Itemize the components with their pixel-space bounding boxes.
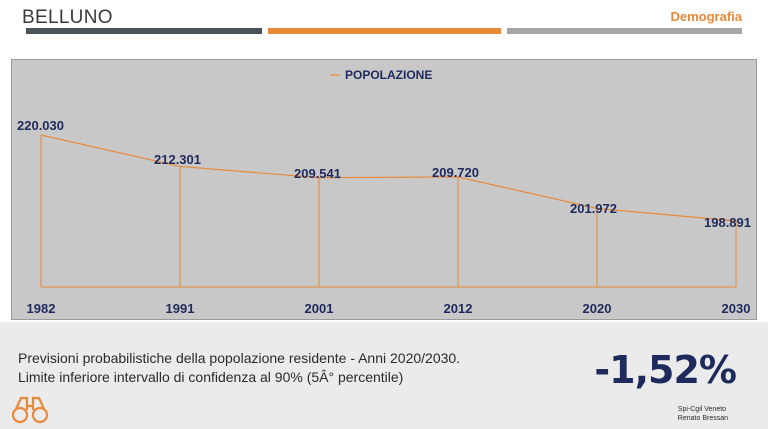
- x-tick-label: 2030: [722, 301, 751, 316]
- chart-caption: Previsioni probabilistiche della popolaz…: [18, 349, 460, 387]
- x-tick-label: 1991: [166, 301, 195, 316]
- footer-panel: [0, 322, 768, 429]
- data-label: 198.891: [704, 215, 751, 230]
- x-tick-label: 2012: [444, 301, 473, 316]
- section-label: Demografia: [670, 9, 742, 24]
- binoculars-icon: [11, 396, 49, 424]
- population-chart: 220.030 212.301 209.541 209.720 201.972 198.8…: [17, 68, 751, 316]
- caption-line-1: Previsioni probabilistiche della popolaz…: [18, 350, 461, 366]
- data-label: 209.541: [294, 166, 341, 181]
- header-bar-dark: [26, 28, 262, 34]
- x-tick-label: 1982: [27, 301, 56, 316]
- caption-line-2: Limite inferiore intervallo di confidenz…: [18, 369, 404, 385]
- series-line: [40, 134, 737, 222]
- header-bar-gray: [507, 28, 742, 34]
- header-bar-orange: [268, 28, 501, 34]
- data-label: 201.972: [570, 201, 617, 216]
- legend-label: POPOLAZIONE: [345, 68, 432, 82]
- data-label: 209.720: [432, 165, 479, 180]
- x-tick-label: 2020: [583, 301, 612, 316]
- credit: Spi-Cgil Veneto Renato Bressan: [678, 405, 728, 423]
- data-label: 220.030: [17, 118, 64, 133]
- data-label: 212.301: [154, 152, 201, 167]
- credit-line-1: Spi-Cgil Veneto: [677, 406, 727, 413]
- credit-line-2: Renato Bressan: [677, 415, 728, 422]
- change-percentage: -1,52%: [594, 348, 737, 392]
- x-tick-label: 2001: [305, 301, 334, 316]
- chart-panel: 220.030 212.301 209.541 209.720 201.972 198.8…: [11, 59, 757, 320]
- page-title: BELLUNO: [22, 7, 113, 28]
